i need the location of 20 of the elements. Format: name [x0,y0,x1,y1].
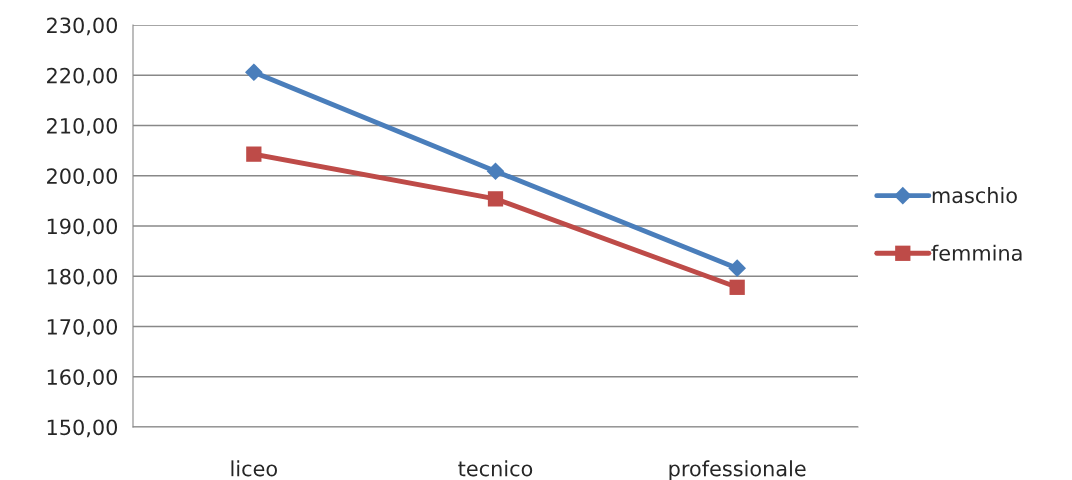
point [486,162,505,181]
y-tick-label: 160,00 [47,369,118,388]
y-tick-label: 180,00 [47,268,118,287]
y-tick-label: 210,00 [47,117,118,136]
x-tick-label: professionale [669,460,806,480]
legend-label: femmina [931,244,1022,261]
y-tick-label: 200,00 [47,168,118,187]
y-tick-label: 170,00 [47,318,118,337]
y-tick-label: 220,00 [47,67,118,86]
point [244,63,263,82]
x-tick-label: liceo [231,460,277,477]
point [728,259,747,278]
y-tick-label: 190,00 [47,218,118,237]
legend-label: maschio [932,187,1017,204]
point [487,191,504,207]
point [729,279,745,295]
x-tick-label: tecnico [458,460,533,477]
point [246,146,262,162]
y-tick-label: 150,00 [47,419,118,438]
y-tick-label: 230,00 [47,17,118,36]
